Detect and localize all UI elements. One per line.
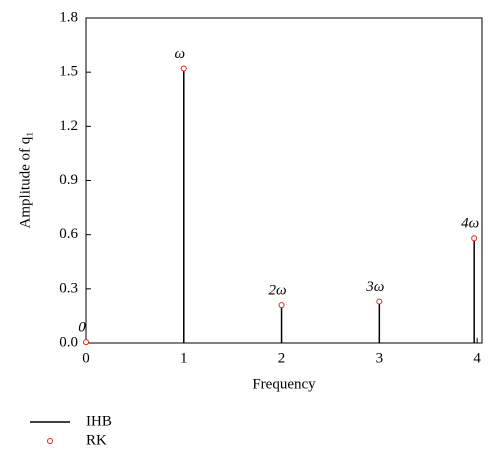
point-label: 3ω <box>365 279 384 295</box>
y-tick-label: 0.0 <box>59 334 78 350</box>
x-tick-label: 1 <box>180 350 188 366</box>
marker <box>180 65 187 72</box>
marker <box>376 298 383 305</box>
y-tick-label: 1.2 <box>59 118 78 134</box>
y-tick-label: 1.8 <box>59 9 78 25</box>
legend-label: RK <box>86 432 107 448</box>
legend-label: IHB <box>86 413 112 429</box>
x-tick-label: 0 <box>82 350 90 366</box>
marker <box>278 302 285 309</box>
marker <box>471 235 478 242</box>
x-axis-label: Frequency <box>252 376 316 392</box>
point-label: ω <box>174 46 185 62</box>
y-axis-label: Amplitude of q₁ <box>17 132 33 229</box>
x-tick-label: 3 <box>376 350 384 366</box>
legend-swatch <box>47 438 53 444</box>
point-label: 2ω <box>269 283 287 299</box>
x-tick-label: 4 <box>473 350 481 366</box>
y-tick-label: 0.3 <box>59 280 78 296</box>
point-label: 4ω <box>461 216 479 232</box>
marker <box>83 339 89 346</box>
point-label: 0 <box>78 320 86 336</box>
y-tick-label: 1.5 <box>59 64 78 80</box>
y-tick-label: 0.6 <box>59 226 78 242</box>
y-tick-label: 0.9 <box>59 172 78 188</box>
x-tick-label: 2 <box>278 350 286 366</box>
